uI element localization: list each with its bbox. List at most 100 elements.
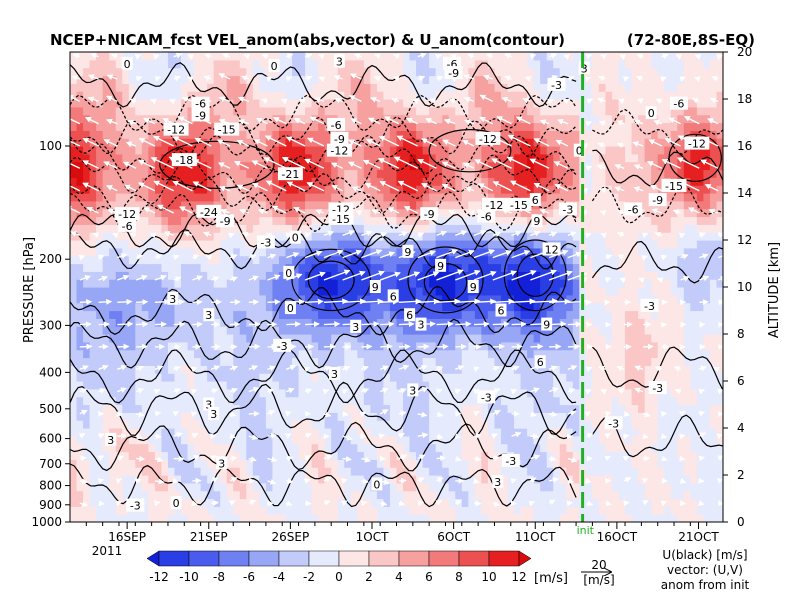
heat-cell xyxy=(376,240,385,249)
heat-cell xyxy=(376,99,385,108)
heat-cell xyxy=(128,200,136,210)
heat-cell xyxy=(161,428,169,437)
heat-cell xyxy=(474,114,482,124)
heat-cell xyxy=(350,451,358,460)
heat-cell xyxy=(566,451,574,460)
heat-cell xyxy=(311,412,319,421)
heat-cell xyxy=(311,240,319,249)
heat-cell xyxy=(96,114,104,124)
heat-cell xyxy=(135,404,143,413)
heat-cell xyxy=(487,240,496,249)
heat-cell xyxy=(200,475,208,484)
heat-cell xyxy=(148,396,156,406)
heat-cell xyxy=(174,83,182,92)
heat-cell xyxy=(226,161,234,171)
heat-cell xyxy=(455,404,463,413)
heat-cell xyxy=(389,435,398,445)
heat-cell xyxy=(207,294,215,304)
heat-cell xyxy=(357,349,365,359)
heat-cell xyxy=(213,451,221,460)
heat-cell xyxy=(83,490,91,500)
heat-cell xyxy=(350,200,358,210)
heat-cell xyxy=(344,67,352,77)
heat-cell xyxy=(507,482,515,492)
heat-cell xyxy=(383,83,391,92)
heat-cell xyxy=(135,232,143,241)
heat-cell xyxy=(265,200,274,210)
heat-cell xyxy=(246,146,254,155)
heat-cell xyxy=(311,318,319,327)
heat-cell xyxy=(194,412,202,421)
heat-cell xyxy=(89,506,97,515)
heat-cell xyxy=(83,482,91,492)
heat-cell xyxy=(416,373,424,382)
heat-cell xyxy=(305,169,313,178)
heat-cell xyxy=(278,490,287,500)
heat-cell xyxy=(167,381,176,390)
heat-cell xyxy=(174,490,182,500)
heat-cell xyxy=(109,514,117,522)
heat-cell xyxy=(148,310,156,319)
heat-cell xyxy=(331,83,339,92)
heat-cell xyxy=(559,482,567,492)
heat-cell xyxy=(194,185,202,194)
heat-cell xyxy=(540,506,548,515)
heat-cell xyxy=(109,341,117,351)
heat-cell xyxy=(540,287,548,296)
heat-cell xyxy=(520,255,528,265)
heat-cell xyxy=(70,365,78,374)
heat-cell xyxy=(298,467,306,476)
heat-cell xyxy=(481,240,489,249)
heat-cell xyxy=(272,208,280,218)
heat-cell xyxy=(174,381,182,390)
heat-cell xyxy=(527,75,535,84)
heat-cell xyxy=(167,114,176,124)
heat-cell xyxy=(252,420,260,429)
heat-cell xyxy=(318,373,326,382)
heat-cell xyxy=(442,506,450,515)
heat-cell xyxy=(298,310,306,319)
heat-cell xyxy=(102,75,110,84)
heat-cell xyxy=(455,106,463,116)
heat-cell xyxy=(311,506,319,515)
heat-cell xyxy=(252,200,260,210)
heat-cell xyxy=(259,279,267,288)
heat-cell xyxy=(318,506,326,515)
heat-cell xyxy=(298,208,306,218)
heat-cell xyxy=(344,271,352,280)
heat-cell xyxy=(200,224,208,233)
heat-cell xyxy=(337,349,345,359)
heat-cell xyxy=(246,396,254,406)
heat-cell xyxy=(102,247,110,257)
heat-cell xyxy=(135,482,143,492)
heat-cell xyxy=(265,294,274,304)
heat-cell xyxy=(207,326,215,335)
heat-cell xyxy=(324,482,332,492)
heat-cell xyxy=(226,475,234,484)
heat-cell xyxy=(239,475,247,484)
heat-cell xyxy=(559,263,567,272)
heat-cell xyxy=(487,224,496,233)
heat-cell xyxy=(252,475,260,484)
heat-cell xyxy=(481,506,489,515)
heat-cell xyxy=(226,506,234,515)
heat-cell xyxy=(115,334,123,343)
heat-cell xyxy=(161,435,169,445)
heat-cell xyxy=(135,99,143,108)
heat-cell xyxy=(448,232,456,241)
heat-cell xyxy=(553,498,561,507)
heat-cell xyxy=(187,490,195,500)
heat-cell xyxy=(468,498,476,507)
heat-cell xyxy=(592,240,600,249)
heat-cell xyxy=(605,459,613,468)
heat-cell xyxy=(363,146,371,155)
heat-cell xyxy=(233,114,241,124)
heat-cell xyxy=(226,224,234,233)
heat-cell xyxy=(213,59,221,69)
heat-cell xyxy=(559,396,567,406)
heat-cell xyxy=(435,99,443,108)
heat-cell xyxy=(409,373,417,382)
heat-cell xyxy=(154,263,163,272)
heat-cell xyxy=(213,467,221,476)
heat-cell xyxy=(292,443,300,453)
